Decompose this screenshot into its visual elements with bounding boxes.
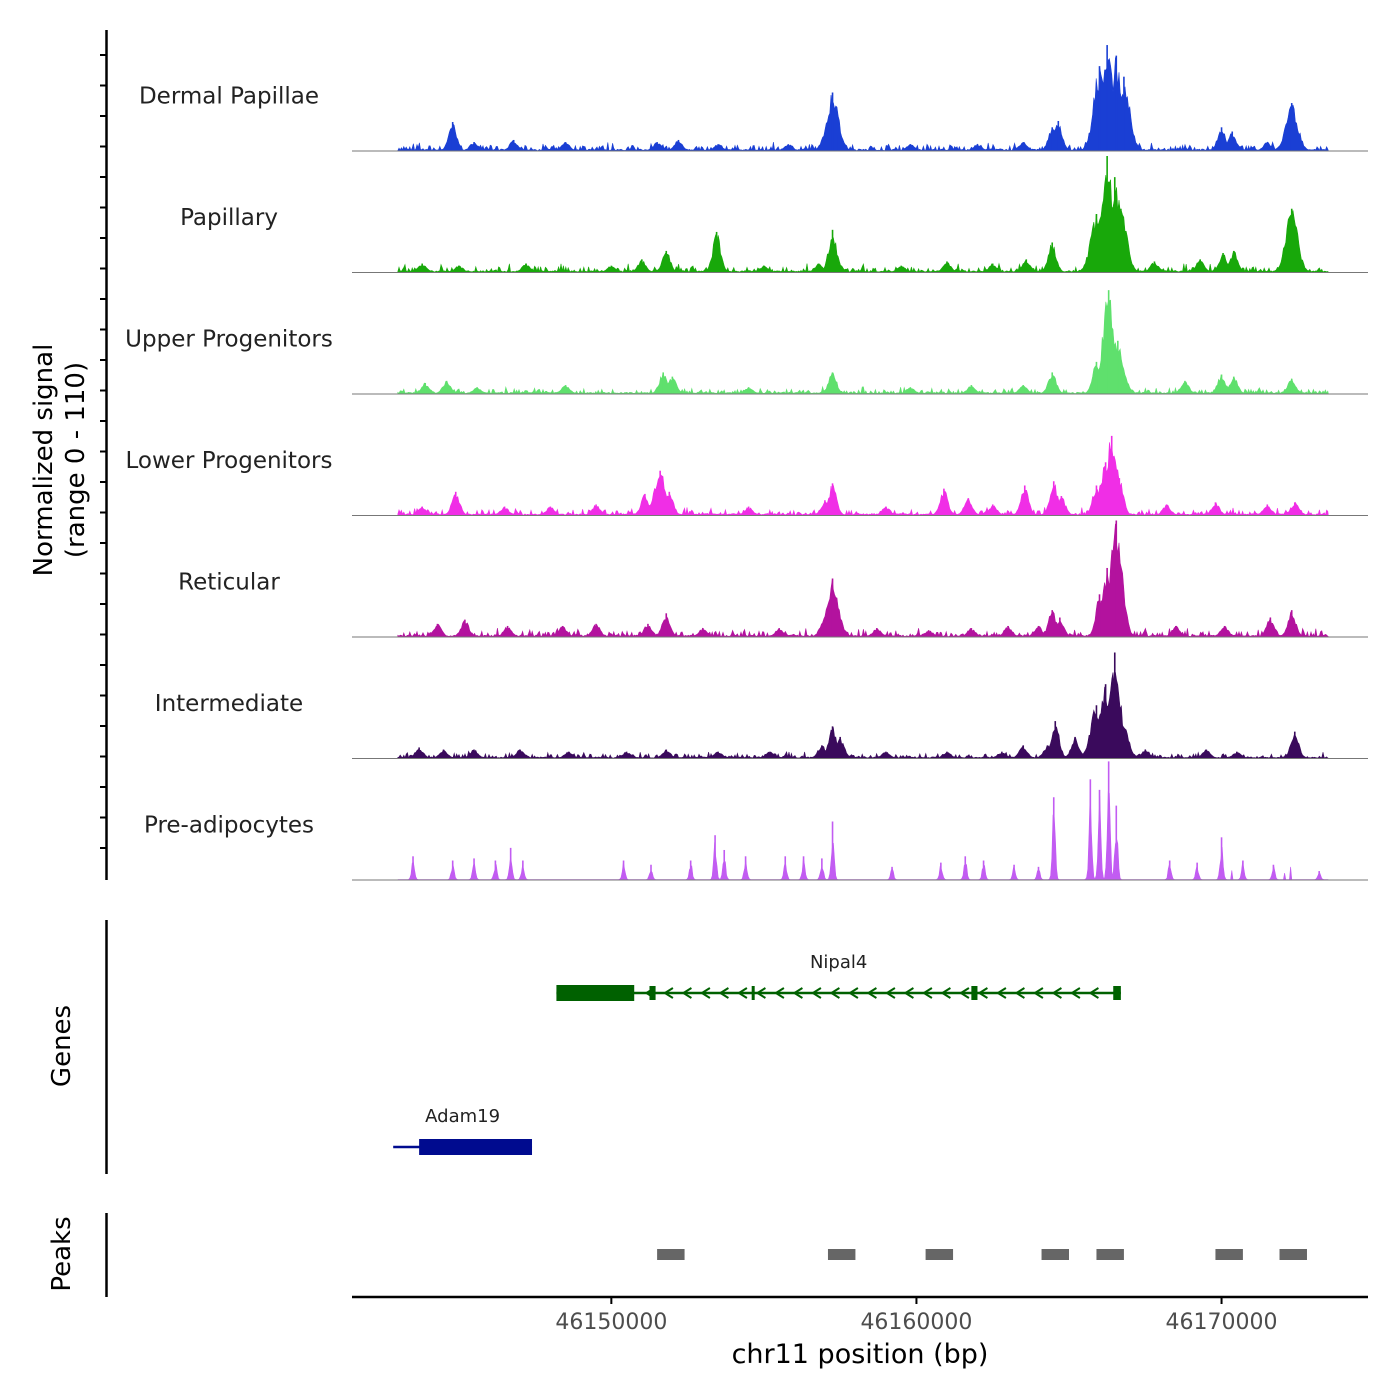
gene-label: Nipal4 [810,952,867,973]
x-tick-label: 46160000 [860,1310,972,1335]
strand-arrow-icon [959,987,970,999]
strand-arrow-icon [792,987,803,999]
peak-track [105,1213,1307,1297]
gene-track: Nipal4 Adam19 [105,920,1121,1174]
signal-area [397,790,1329,880]
peak-region [657,1249,685,1260]
strand-arrow-icon [700,987,711,999]
axes: 46150000 46160000 46170000 [100,30,1368,1335]
gene-exon [649,986,656,1000]
peak-region [1041,1249,1069,1260]
strand-arrow-icon [755,987,766,999]
strand-arrow-icon [1088,987,1099,999]
signal-area [397,523,1330,638]
strand-arrow-icon [829,987,840,999]
peak-region [1096,1249,1124,1260]
x-axis-title: chr11 position (bp) [732,1339,989,1370]
peak-region [1279,1249,1307,1260]
peaks-track-title: Peaks [47,1216,77,1291]
x-tick-label: 46150000 [555,1310,667,1335]
strand-arrow-icon [718,987,729,999]
track-reticular: Reticular [178,520,1368,638]
y-axis-title-line2: (range 0 - 110) [61,362,91,558]
track-dermal-papillae: Dermal Papillae [139,45,1368,152]
peak-region [827,1249,856,1260]
track-papillary: Papillary [180,156,1368,273]
strand-arrow-icon [903,987,914,999]
gene-label: Adam19 [425,1106,500,1127]
peak-region [1215,1249,1243,1260]
strand-arrow-icon [885,987,896,999]
gene-exon [556,985,635,1001]
strand-arrow-icon [663,987,674,999]
y-axis-title-line1: Normalized signal [29,344,59,577]
peak-region [925,1249,954,1260]
signal-area [397,57,1329,152]
track-label: Papillary [180,205,278,231]
strand-arrow-icon [848,987,859,999]
strand-arrow-icon [681,987,692,999]
strand-arrow-icon [1051,987,1062,999]
signal-area [397,672,1329,759]
track-label: Pre-adipocytes [144,813,314,839]
strand-arrow-icon [922,987,933,999]
strand-arrow-icon [1070,987,1081,999]
track-intermediate: Intermediate [155,652,1368,759]
gene-exon [971,986,978,1000]
track-label: Reticular [178,570,280,596]
strand-arrow-icon [1033,987,1044,999]
gene-nipal4: Nipal4 [556,952,1121,1001]
track-lower-progenitors: Lower Progenitors [126,435,1368,516]
signal-area [397,299,1329,395]
strand-arrow-icon [737,987,748,999]
track-pre-adipocytes: Pre-adipocytes [144,761,1368,881]
strand-arrow-icon [811,987,822,999]
strand-arrow-icon [774,987,785,999]
track-label: Upper Progenitors [125,327,333,353]
strand-arrow-icon [996,987,1007,999]
strand-arrow-icon [866,987,877,999]
x-tick-label: 46170000 [1166,1310,1278,1335]
signal-tracks: Dermal Papillae Papillary Upper Progenitor… [125,45,1368,881]
genes-track-title: Genes [47,1005,77,1087]
signal-area [397,174,1329,273]
track-upper-progenitors: Upper Progenitors [125,290,1368,395]
strand-arrow-icon [940,987,951,999]
strand-arrow-icon [977,987,988,999]
gene-exon [751,986,755,1000]
gene-adam19: Adam19 [393,1106,533,1155]
signal-area [397,442,1329,516]
track-label: Lower Progenitors [126,448,333,474]
gene-exon [1113,986,1121,1000]
strand-arrow-icon [1014,987,1025,999]
track-label: Dermal Papillae [139,84,319,110]
gene-exon [419,1139,533,1155]
track-label: Intermediate [155,691,303,717]
